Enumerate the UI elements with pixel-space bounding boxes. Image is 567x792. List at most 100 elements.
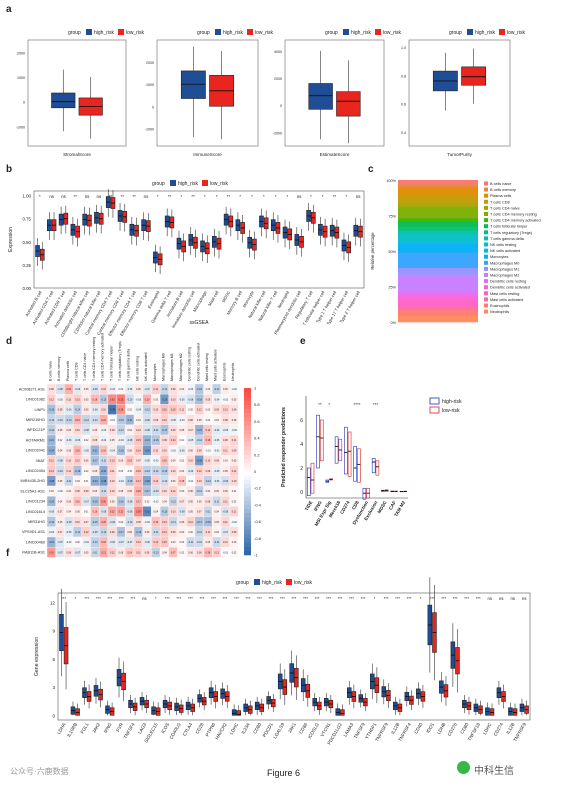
f-box-low-box — [489, 708, 495, 716]
d-column-label: Monocytes — [153, 363, 157, 381]
d-cell-value: 0.10 — [66, 398, 71, 401]
d-cell-value: 0.08 — [84, 490, 89, 493]
d-cell-value: 0.06 — [84, 460, 89, 463]
f-significance: *** — [165, 596, 170, 601]
watermark-left: 公众号·六鹿数据 — [10, 767, 69, 776]
e-significance: *** — [373, 402, 379, 407]
c-legend-entry: T cells follicular helper — [490, 225, 528, 229]
d-cell-value: -0.04 — [214, 398, 220, 401]
d-cell-value: 0.15 — [180, 480, 185, 483]
a-frame-2 — [284, 39, 385, 147]
d-cell-value: 0.11 — [232, 511, 237, 514]
d-cell-value: 0.15 — [127, 460, 132, 463]
d-cell-value: -0.08 — [223, 511, 229, 514]
f-xtick: HAVCR2 — [214, 722, 228, 741]
d-colorbar-segment — [244, 454, 251, 460]
d-cell-value: 0.12 — [214, 551, 219, 554]
b-significance: * — [39, 194, 41, 199]
d-column-label: Macrophages M2 — [179, 353, 183, 381]
figure-caption: Figure 6 — [266, 768, 301, 778]
c-area-segment — [398, 295, 478, 300]
d-cell-value: 0.07 — [197, 511, 202, 514]
f-significance: *** — [211, 596, 216, 601]
d-cell-value: 0.33 — [119, 398, 124, 401]
panel-letter-c: c — [368, 164, 374, 175]
a-legend-1-entry-low: low_risk — [255, 30, 274, 36]
d-cell-value: -0.05 — [223, 429, 229, 432]
f-significance: *** — [315, 596, 320, 601]
d-row-label: LINC01234 — [26, 500, 45, 504]
f-significance: *** — [407, 596, 412, 601]
f-ytick: 3 — [52, 685, 55, 690]
d-cell-value: 0.09 — [206, 470, 211, 473]
d-row-label: SLC25A1-AS1 — [20, 489, 45, 493]
d-cell-value: 0.04 — [171, 460, 176, 463]
d-cell-value: -0.03 — [153, 460, 159, 463]
f-xtick: TNFSF4 — [123, 722, 136, 740]
c-legend-entry: T cells CD4 memory resting — [490, 213, 537, 217]
f-ytick: 9 — [52, 629, 55, 634]
c-ytick: 50% — [388, 250, 396, 254]
a-box-high-0-box — [51, 92, 76, 109]
c-area-segment — [398, 184, 478, 188]
d-cell-value: 0.06 — [188, 500, 193, 503]
d-colorbar-segment — [244, 525, 251, 531]
d-cell-value: -0.07 — [223, 531, 229, 534]
d-cell-value: 0.04 — [206, 490, 211, 493]
f-xtick: IL10RB — [66, 722, 78, 738]
d-column-label: T cells CD4 naive — [83, 353, 87, 381]
a-xlabel-1: ImmuneScore — [193, 152, 222, 157]
d-cell-value: -0.06 — [92, 409, 98, 412]
d-cell-value: -0.03 — [144, 521, 150, 524]
d-cell-value: -0.03 — [136, 398, 142, 401]
e-legend-entry-low: low-risk — [442, 408, 460, 414]
d-cell-value: -0.05 — [214, 439, 220, 442]
c-legend-swatch — [484, 236, 488, 241]
c-legend-swatch — [484, 181, 488, 186]
c-area-segment — [398, 243, 478, 253]
d-cell-value: -0.15 — [118, 419, 124, 422]
d-cell-value: 0.10 — [75, 429, 80, 432]
c-area-segment — [398, 187, 478, 196]
d-cell-value: 0.11 — [223, 449, 228, 452]
d-cell-value: -0.10 — [197, 541, 203, 544]
d-cell-value: 0.05 — [145, 531, 150, 534]
c-legend-entry: Mast cells activated — [490, 298, 523, 302]
d-cell-value: -0.03 — [231, 429, 237, 432]
d-cell-value: 0.10 — [153, 449, 158, 452]
f-significance: *** — [441, 596, 446, 601]
d-cell-value: -0.18 — [205, 521, 211, 524]
d-cell-value: 0.10 — [66, 460, 71, 463]
d-cell-value: -0.13 — [66, 419, 72, 422]
b-significance: ** — [121, 194, 125, 199]
c-ylabel: Relative percentage — [370, 232, 375, 270]
f-significance: *** — [176, 596, 181, 601]
f-significance: *** — [292, 596, 297, 601]
d-cell-value: -0.07 — [144, 388, 150, 391]
d-cell-value: 0.12 — [75, 460, 80, 463]
d-cell-value: 0.11 — [180, 409, 185, 412]
d-cell-value: 0.14 — [49, 470, 54, 473]
d-column-label: Dendritic cells activated — [196, 343, 200, 381]
a-legend-1-title: group — [197, 30, 210, 36]
d-colorbar-segment — [244, 513, 251, 518]
f-significance: *** — [349, 596, 354, 601]
d-row-label: VPS9D1-AS1 — [22, 530, 45, 534]
c-area-segment — [398, 218, 478, 222]
f-xtick: CD80 — [252, 722, 262, 735]
a-legend-0-entry-low: low_risk — [126, 30, 145, 36]
d-cell-value: -0.04 — [118, 480, 124, 483]
d-cell-value: 0.09 — [110, 531, 115, 534]
a-ytick-3: 1.0 — [401, 46, 406, 50]
c-legend-entry: Dendritic cells resting — [490, 280, 526, 284]
d-cell-value: -0.08 — [188, 398, 194, 401]
d-cell-value: 0.02 — [232, 490, 237, 493]
d-cell-value: 0.02 — [232, 551, 237, 554]
b-legend-entry-low: low_risk — [210, 181, 229, 187]
c-area-segment — [398, 241, 478, 245]
d-cell-value: -0.07 — [127, 541, 133, 544]
d-column-label: Mast cells activated — [214, 350, 218, 381]
d-column-label: Neutrophils — [231, 363, 235, 381]
d-cell-value: 0.12 — [162, 419, 167, 422]
